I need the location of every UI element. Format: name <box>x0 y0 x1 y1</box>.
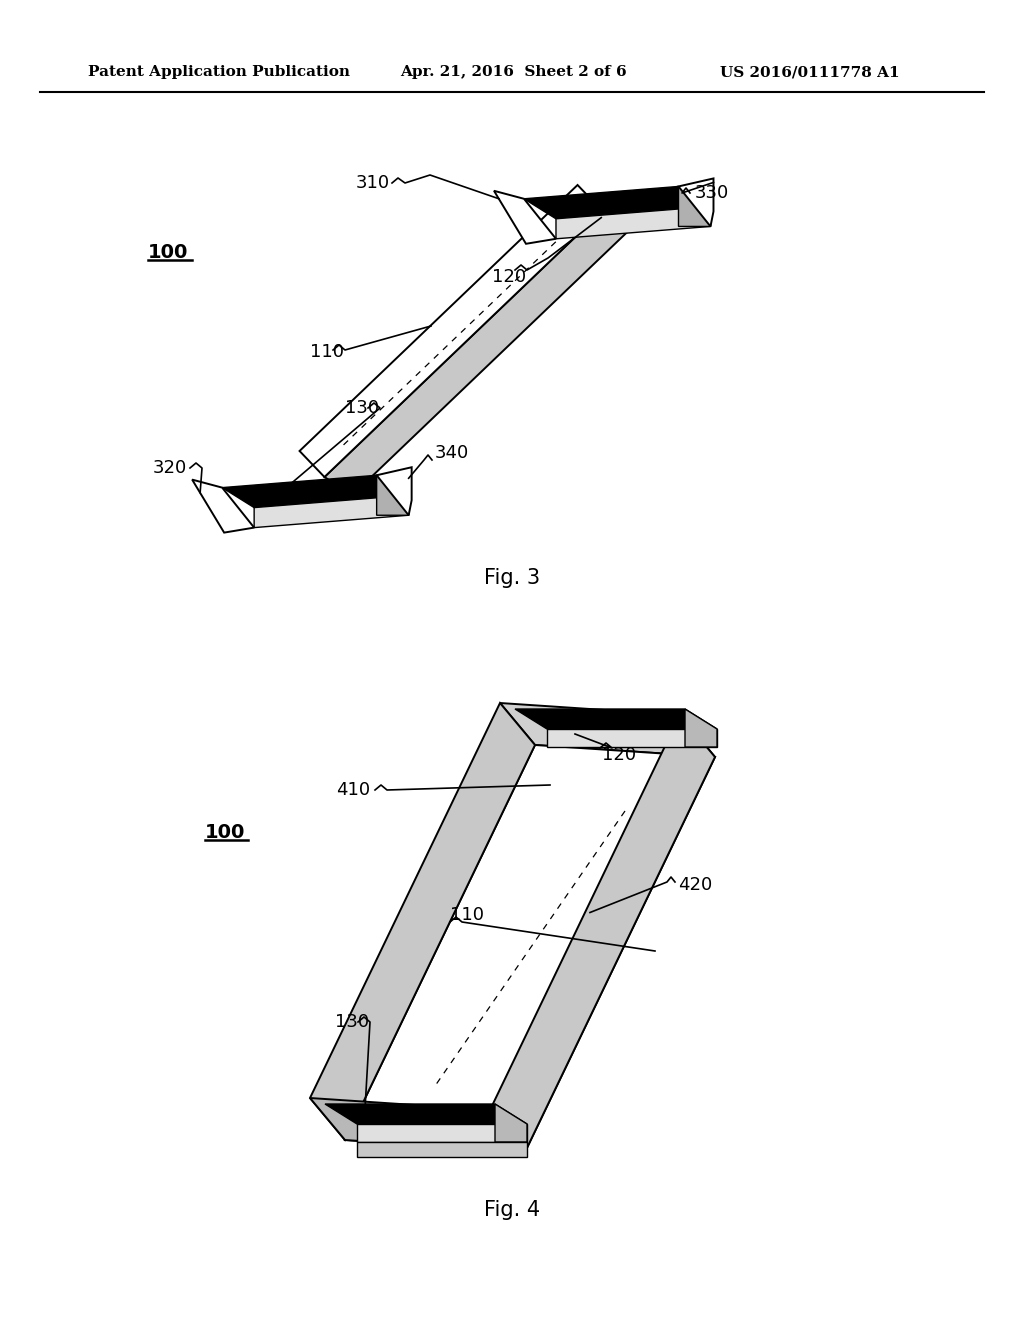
Text: 130: 130 <box>345 399 379 417</box>
Text: Apr. 21, 2016  Sheet 2 of 6: Apr. 21, 2016 Sheet 2 of 6 <box>400 65 627 79</box>
Polygon shape <box>222 475 409 508</box>
Polygon shape <box>679 186 711 227</box>
Polygon shape <box>300 185 602 477</box>
Text: 120: 120 <box>492 268 526 286</box>
Text: 120: 120 <box>602 746 636 764</box>
Text: 100: 100 <box>205 822 246 842</box>
Polygon shape <box>500 704 715 756</box>
Polygon shape <box>679 178 714 227</box>
Text: Fig. 3: Fig. 3 <box>484 568 540 587</box>
Text: 340: 340 <box>435 444 469 462</box>
Text: 110: 110 <box>310 343 344 360</box>
Polygon shape <box>357 1142 527 1158</box>
Polygon shape <box>490 715 715 1152</box>
Text: 320: 320 <box>153 459 187 477</box>
Polygon shape <box>254 495 409 528</box>
Text: 130: 130 <box>335 1012 369 1031</box>
Polygon shape <box>310 704 535 1140</box>
Text: Patent Application Publication: Patent Application Publication <box>88 65 350 79</box>
Polygon shape <box>357 1125 527 1142</box>
Polygon shape <box>494 191 556 244</box>
Polygon shape <box>377 467 412 515</box>
Text: 410: 410 <box>336 781 370 799</box>
Polygon shape <box>377 475 409 515</box>
Text: Fig. 4: Fig. 4 <box>484 1200 540 1220</box>
Polygon shape <box>310 1098 525 1152</box>
Polygon shape <box>515 709 717 729</box>
Polygon shape <box>524 186 711 219</box>
Polygon shape <box>325 211 631 495</box>
Text: US 2016/0111778 A1: US 2016/0111778 A1 <box>720 65 900 79</box>
Text: 330: 330 <box>695 183 729 202</box>
Polygon shape <box>685 709 717 747</box>
Text: 110: 110 <box>450 906 484 924</box>
Polygon shape <box>193 479 254 532</box>
Text: 310: 310 <box>356 174 390 191</box>
Polygon shape <box>495 1104 527 1142</box>
Polygon shape <box>325 1104 527 1125</box>
Text: 100: 100 <box>148 243 188 261</box>
Text: 420: 420 <box>678 876 713 894</box>
Polygon shape <box>547 729 717 747</box>
Polygon shape <box>345 744 715 1152</box>
Polygon shape <box>556 206 711 239</box>
